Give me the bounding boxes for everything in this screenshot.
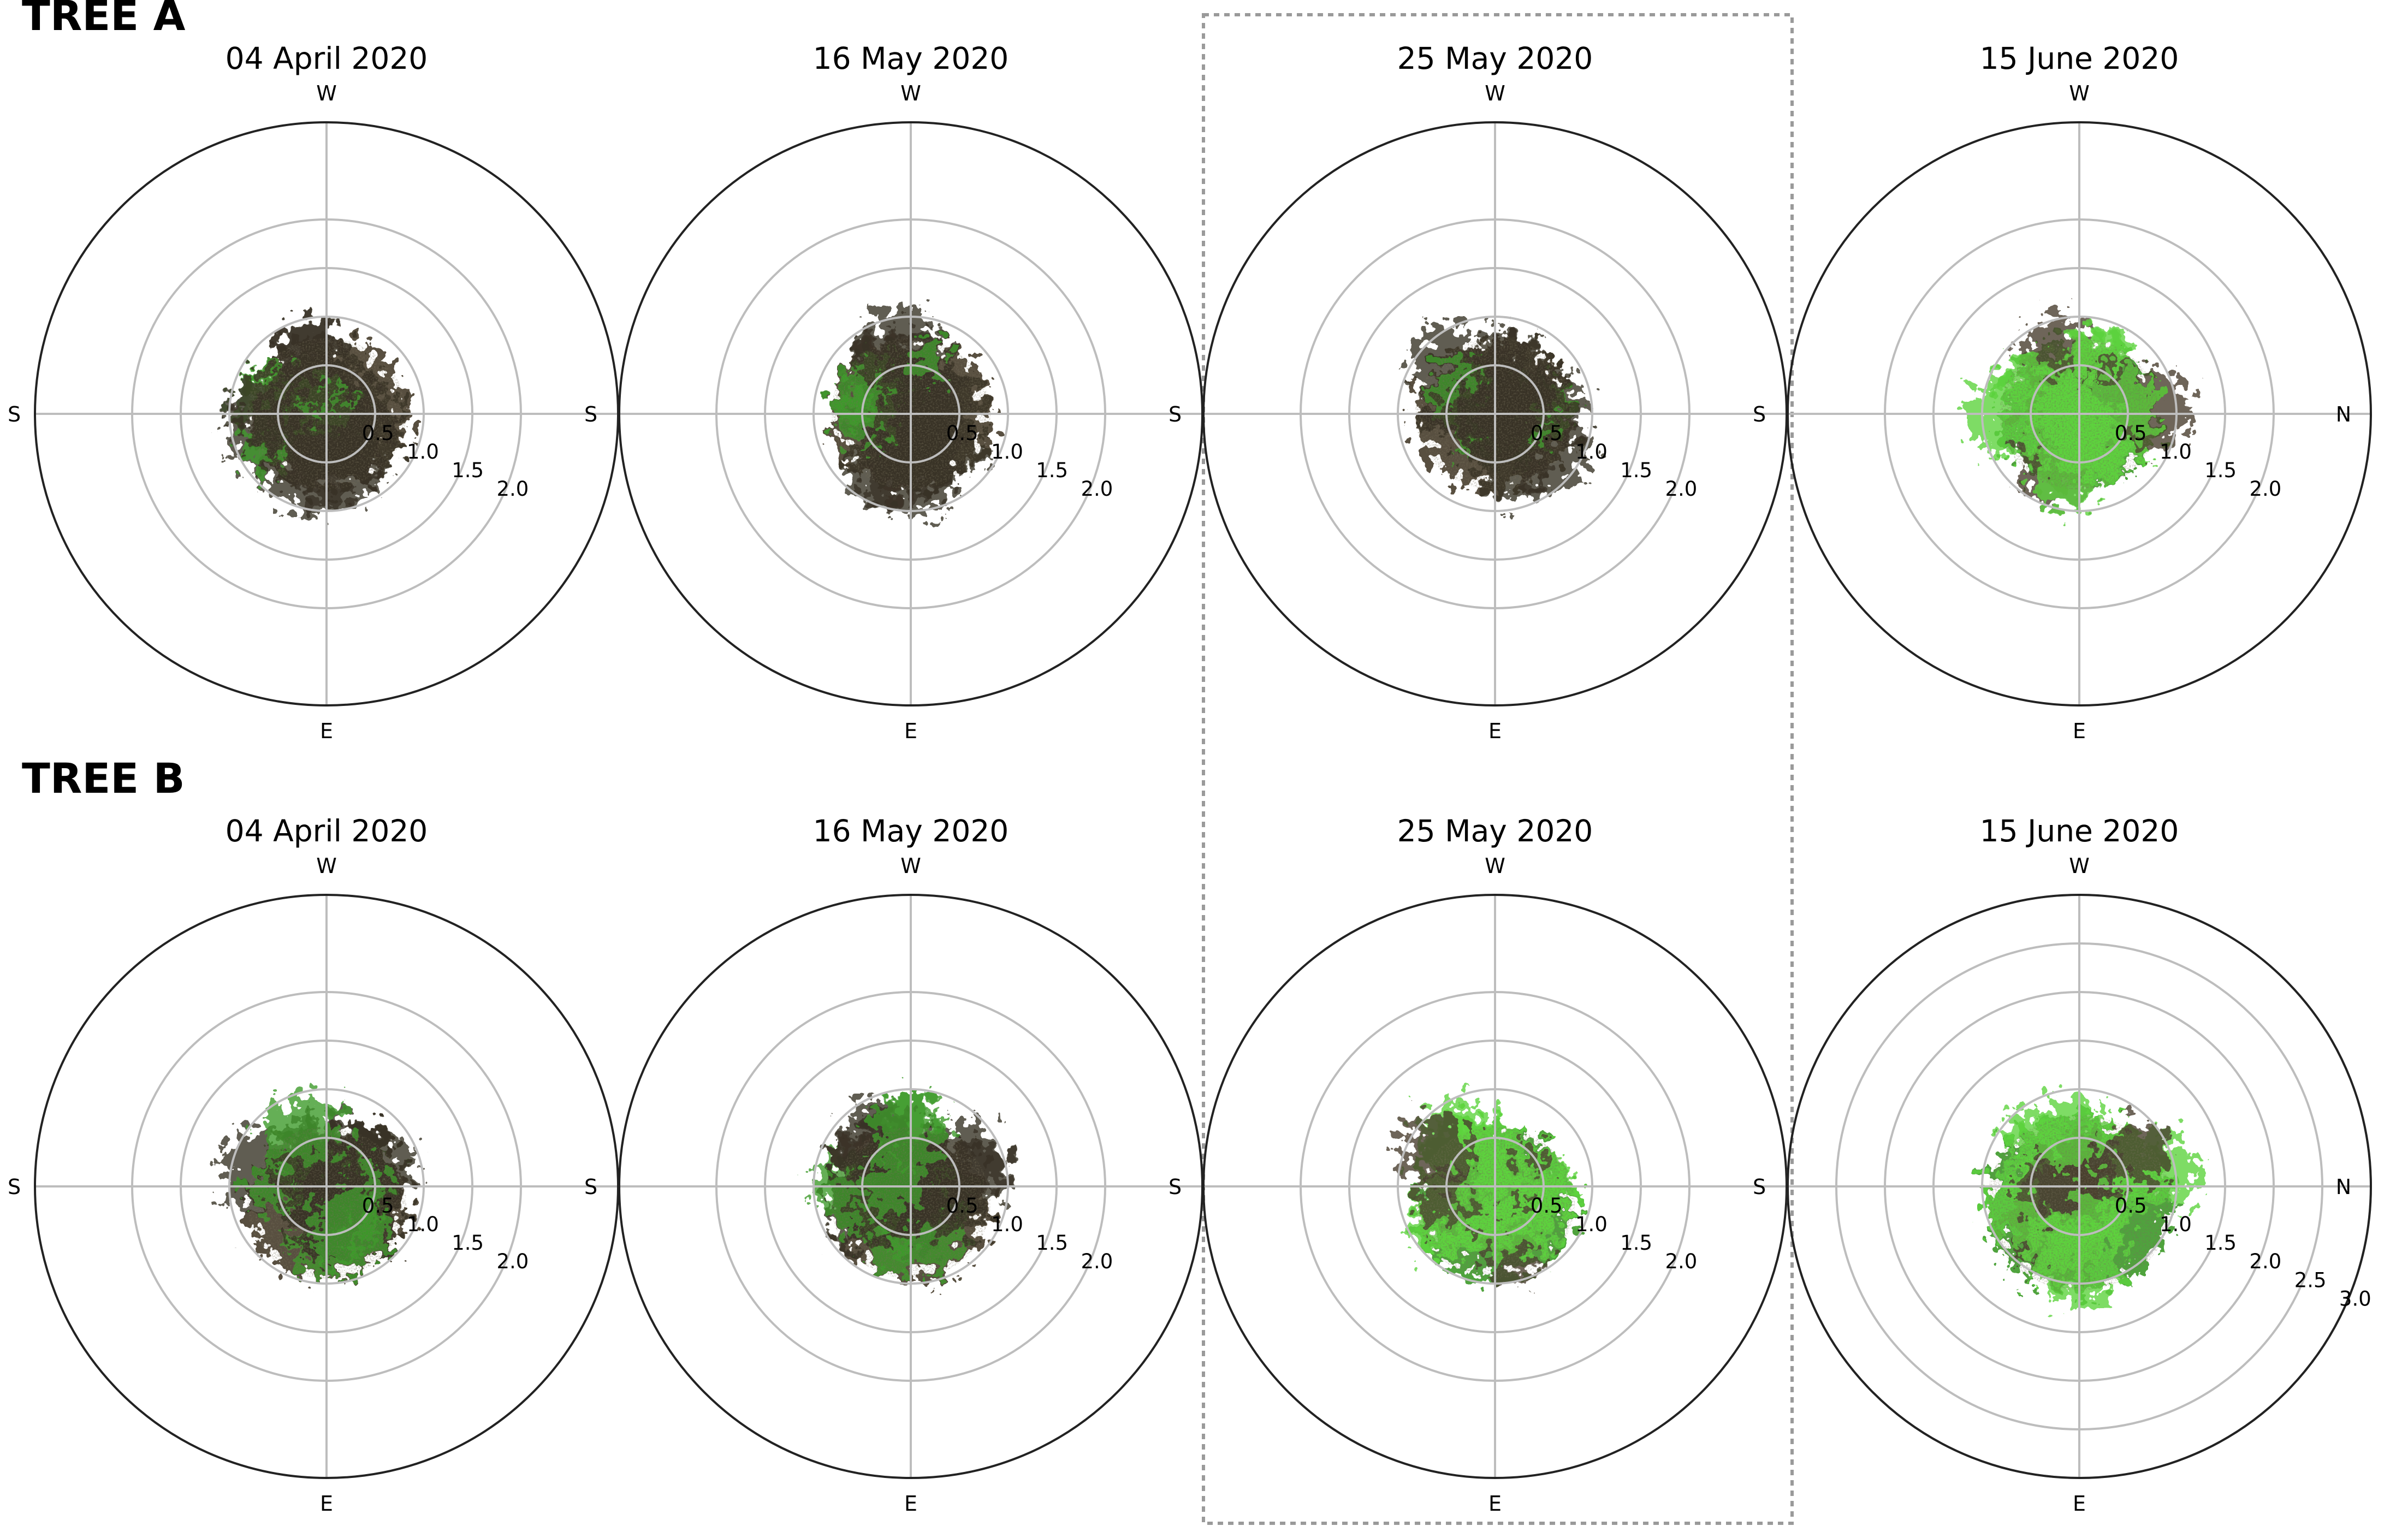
radial-tick-label: 1.5 — [1036, 1231, 1068, 1255]
direction-label-bottom: E — [904, 719, 917, 743]
direction-label-bottom: E — [2073, 719, 2086, 743]
direction-label-bottom: E — [320, 1492, 333, 1516]
direction-label-top: W — [316, 81, 337, 105]
polar-panel-1-1: 0.5 1.0 1.5 2.0 16 May 2020 W E S — [618, 814, 1203, 1516]
row-label-tree-b: TREE B — [22, 754, 185, 803]
direction-label-right: S — [584, 1175, 597, 1199]
radial-tick-label: 0.5 — [1531, 421, 1563, 445]
direction-label-top: W — [900, 81, 921, 105]
radial-tick-label: 3.0 — [2339, 1287, 2371, 1310]
radial-tick-label: 0.5 — [362, 421, 394, 445]
radial-tick-label: 0.5 — [946, 421, 978, 445]
radial-tick-label: 1.0 — [1575, 440, 1608, 464]
panel-title: 25 May 2020 — [1397, 814, 1593, 848]
direction-label-right: S — [584, 402, 597, 426]
direction-label-right: S — [1169, 1175, 1182, 1199]
direction-label-left: S — [8, 1175, 21, 1199]
radial-tick-label: 2.0 — [2249, 1250, 2281, 1273]
panel-title: 15 June 2020 — [1980, 814, 2179, 848]
row-label-tree-a: TREE A — [22, 0, 186, 40]
panel-title: 15 June 2020 — [1980, 41, 2179, 76]
radial-tick-label: 1.5 — [2204, 459, 2237, 482]
direction-label-top: W — [316, 854, 337, 878]
polar-panel-0-3: 0.5 1.0 1.5 2.0 15 June 2020 W E N — [1787, 41, 2372, 743]
radial-tick-label: 2.0 — [1081, 477, 1113, 501]
radial-tick-label: 0.5 — [362, 1194, 394, 1218]
direction-label-bottom: E — [904, 1492, 917, 1516]
radial-tick-label: 1.0 — [991, 440, 1023, 464]
polar-frame — [1787, 121, 2372, 706]
radial-tick-label: 2.0 — [1665, 477, 1697, 501]
highlight-box — [1202, 13, 1794, 1525]
direction-label-top: W — [1485, 854, 1505, 878]
panel-title: 16 May 2020 — [813, 41, 1009, 76]
radial-tick-label: 1.0 — [407, 440, 439, 464]
polar-panel-0-1: 0.5 1.0 1.5 2.0 16 May 2020 W E S — [618, 41, 1203, 743]
polar-panels: 0.5 1.0 1.5 2.0 04 April 2020 W E S S 0.5 1.0 1.5 2.… — [8, 41, 2372, 1516]
direction-label-bottom: E — [1488, 1492, 1502, 1516]
polar-panel-0-0: 0.5 1.0 1.5 2.0 04 April 2020 W E S S — [8, 41, 619, 743]
radial-tick-label: 1.5 — [1036, 459, 1068, 482]
panel-title: 04 April 2020 — [226, 41, 428, 76]
direction-label-right: S — [1169, 402, 1182, 426]
direction-label-right: N — [2336, 402, 2351, 426]
panel-title: 25 May 2020 — [1397, 41, 1593, 76]
radial-tick-label: 1.5 — [452, 459, 484, 482]
radial-tick-label: 2.5 — [2294, 1268, 2327, 1292]
direction-label-bottom: E — [320, 719, 333, 743]
direction-label-right: S — [1753, 402, 1766, 426]
radial-tick-label: 1.0 — [2160, 1213, 2192, 1236]
radial-tick-label: 1.5 — [1620, 1231, 1652, 1255]
direction-label-bottom: E — [2073, 1492, 2086, 1516]
panel-title: 16 May 2020 — [813, 814, 1009, 848]
radial-tick-label: 1.5 — [452, 1231, 484, 1255]
radial-tick-label: 2.0 — [1665, 1250, 1697, 1273]
direction-label-right: N — [2336, 1175, 2351, 1199]
direction-label-top: W — [2069, 81, 2090, 105]
direction-label-left: S — [8, 402, 21, 426]
radial-tick-label: 1.0 — [1575, 1213, 1608, 1236]
polar-panel-0-2: 0.5 1.0 1.5 2.0 25 May 2020 W E S — [1202, 41, 1788, 743]
radial-tick-label: 0.5 — [946, 1194, 978, 1218]
direction-label-top: W — [2069, 854, 2090, 878]
polar-panel-1-0: 0.5 1.0 1.5 2.0 04 April 2020 W E S S — [8, 814, 619, 1516]
panel-title: 04 April 2020 — [226, 814, 428, 848]
radial-tick-label: 1.5 — [2204, 1231, 2237, 1255]
direction-label-bottom: E — [1488, 719, 1502, 743]
radial-tick-label: 2.0 — [496, 1250, 529, 1273]
radial-tick-label: 2.0 — [1081, 1250, 1113, 1273]
polar-panel-1-2: 0.5 1.0 1.5 2.0 25 May 2020 W E S — [1202, 814, 1788, 1516]
radial-tick-label: 0.5 — [1531, 1194, 1563, 1218]
radial-tick-label: 1.0 — [407, 1213, 439, 1236]
radial-tick-label: 1.5 — [1620, 459, 1652, 482]
direction-label-right: S — [1753, 1175, 1766, 1199]
radial-tick-label: 2.0 — [496, 477, 529, 501]
radial-tick-label: 2.0 — [2249, 477, 2281, 501]
radial-tick-label: 1.0 — [2160, 440, 2192, 464]
polar-panel-1-3: 0.5 1.0 1.5 2.0 2.5 3.0 15 June 2020 W E N — [1787, 814, 2372, 1516]
radial-tick-label: 1.0 — [991, 1213, 1023, 1236]
polar-frame — [1787, 894, 2372, 1479]
direction-label-top: W — [1485, 81, 1505, 105]
radial-tick-label: 0.5 — [2115, 421, 2147, 445]
direction-label-top: W — [900, 854, 921, 878]
radial-tick-label: 0.5 — [2115, 1194, 2147, 1218]
